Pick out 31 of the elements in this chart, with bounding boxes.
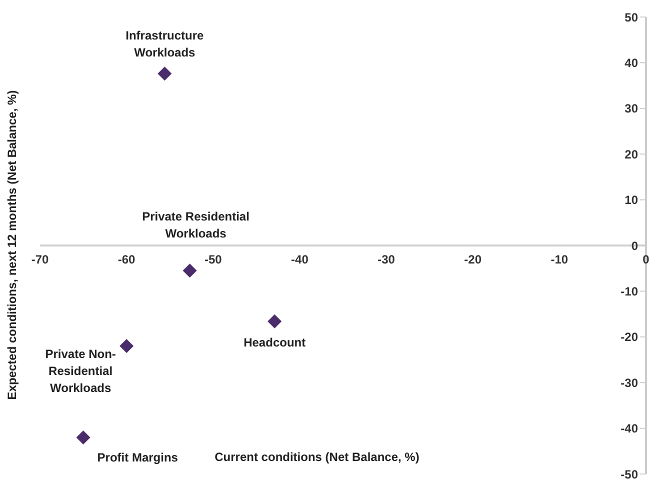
y-tick-label: 20 xyxy=(624,147,638,162)
annotation: Infrastructure Workloads xyxy=(126,28,204,60)
x-axis-title: Current conditions (Net Balance, %) xyxy=(214,450,420,464)
x-tick-label: -60 xyxy=(118,252,136,266)
point xyxy=(76,430,90,444)
y-tick-label: 50 xyxy=(624,10,638,24)
x-tick-label: -30 xyxy=(378,252,396,266)
x-tick-label: -50 xyxy=(204,252,222,266)
point xyxy=(268,314,282,328)
x-tick-label: -10 xyxy=(550,252,568,266)
y-tick-label: 40 xyxy=(624,56,638,70)
point xyxy=(120,339,134,354)
x-tick-label: -70 xyxy=(31,252,49,266)
point xyxy=(182,264,197,278)
y-tick-label: -20 xyxy=(620,330,638,344)
y-axis-title: Expected conditions, next 12 months (Net Balance, %) xyxy=(5,90,19,400)
annotation: Private Residential Workloads xyxy=(142,210,250,241)
x-tick-label: -20 xyxy=(464,252,482,266)
annotation: Private Non-Residential Workloads xyxy=(45,347,116,396)
annotation: Headcount xyxy=(244,336,306,350)
annotation: Profit Margins xyxy=(97,450,178,465)
y-tick-label: -30 xyxy=(620,376,638,390)
y-tick-label: -50 xyxy=(620,467,638,482)
y-tick-label: 0 xyxy=(631,238,638,253)
y-tick-label: -10 xyxy=(620,284,638,298)
y-tick-label: 30 xyxy=(624,102,638,116)
point xyxy=(158,66,172,81)
y-tick-label: 10 xyxy=(624,193,638,208)
x-tick-label: 0 xyxy=(642,252,650,266)
y-tick-label: -40 xyxy=(620,422,638,436)
x-tick-label: -40 xyxy=(291,252,309,266)
